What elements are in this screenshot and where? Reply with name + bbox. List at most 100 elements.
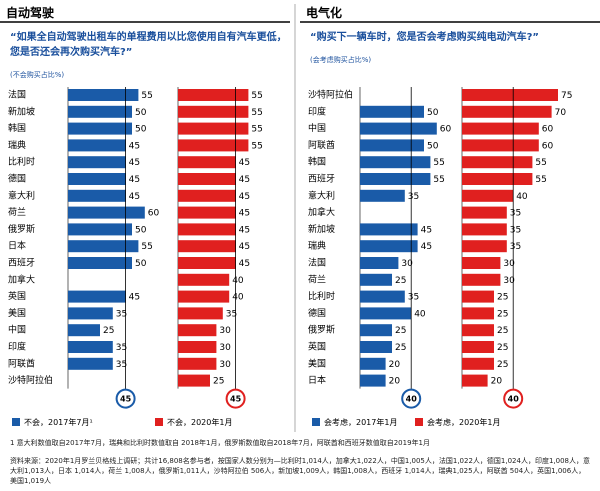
category-label: 比利时 bbox=[8, 156, 35, 168]
value-label: 60 bbox=[148, 209, 160, 219]
value-label: 50 bbox=[135, 259, 147, 269]
bar bbox=[68, 122, 132, 135]
value-label: 40 bbox=[516, 192, 528, 202]
category-label: 加拿大 bbox=[8, 273, 35, 285]
value-label: 35 bbox=[510, 225, 521, 235]
value-label: 40 bbox=[232, 293, 244, 303]
value-label: 45 bbox=[239, 192, 250, 202]
value-label: 45 bbox=[239, 242, 250, 252]
category-label: 法国 bbox=[308, 257, 326, 269]
bar bbox=[360, 139, 424, 152]
category-label: 英国 bbox=[8, 290, 26, 302]
value-label: 55 bbox=[141, 242, 152, 252]
bar bbox=[68, 105, 132, 118]
average-marker bbox=[401, 388, 422, 409]
category-label: 瑞典 bbox=[308, 240, 326, 252]
category-label: 阿联酋 bbox=[308, 139, 335, 151]
value-label: 30 bbox=[219, 360, 231, 370]
value-label: 35 bbox=[116, 360, 127, 370]
average-label: 40 bbox=[406, 395, 418, 404]
bar bbox=[462, 307, 494, 320]
bar bbox=[360, 307, 412, 320]
category-label: 加拿大 bbox=[308, 206, 335, 218]
bar bbox=[462, 257, 501, 269]
value-label: 25 bbox=[395, 276, 406, 286]
value-label: 55 bbox=[535, 175, 546, 185]
category-label: 日本 bbox=[8, 240, 26, 252]
panel-title: 电气化 bbox=[306, 6, 343, 20]
bar bbox=[462, 273, 501, 286]
average-label: 40 bbox=[508, 395, 520, 404]
value-label: 25 bbox=[497, 293, 508, 303]
value-label: 25 bbox=[103, 326, 114, 336]
bar bbox=[178, 173, 236, 185]
footnote: 1 意大利数值取自2017年7月，瑞典和比利时数值取自 2018年1月，俄罗斯数… bbox=[10, 439, 430, 447]
bar bbox=[178, 189, 236, 202]
value-label: 25 bbox=[213, 377, 224, 387]
bar bbox=[462, 240, 507, 253]
value-label: 55 bbox=[433, 175, 444, 185]
value-label: 45 bbox=[129, 141, 140, 151]
bar bbox=[178, 105, 249, 118]
value-label: 20 bbox=[491, 377, 503, 387]
bar bbox=[462, 156, 533, 169]
legend-swatch bbox=[155, 418, 163, 426]
bar bbox=[68, 307, 113, 320]
bar bbox=[178, 257, 236, 269]
bar bbox=[360, 122, 437, 135]
value-label: 55 bbox=[251, 125, 262, 135]
value-label: 55 bbox=[535, 158, 546, 168]
value-label: 45 bbox=[129, 293, 140, 303]
bar bbox=[68, 240, 139, 253]
value-label: 55 bbox=[251, 108, 262, 118]
value-label: 75 bbox=[561, 91, 572, 101]
legend-swatch bbox=[415, 418, 423, 426]
bar bbox=[360, 223, 418, 236]
value-label: 45 bbox=[129, 158, 140, 168]
unit-label: (会考虑购买占比%) bbox=[310, 56, 372, 64]
bar bbox=[178, 122, 249, 135]
bar bbox=[462, 89, 558, 101]
bar bbox=[360, 341, 392, 353]
category-label: 意大利 bbox=[8, 189, 35, 201]
category-label: 俄罗斯 bbox=[308, 324, 335, 336]
category-label: 日本 bbox=[308, 374, 326, 386]
value-label: 50 bbox=[135, 225, 147, 235]
bar bbox=[68, 173, 126, 185]
category-label: 新加坡 bbox=[308, 223, 335, 235]
bar bbox=[462, 189, 514, 202]
category-label: 荷兰 bbox=[308, 273, 326, 285]
category-label: 韩国 bbox=[308, 156, 326, 168]
value-label: 45 bbox=[239, 225, 250, 235]
bar bbox=[178, 206, 236, 219]
value-label: 35 bbox=[116, 309, 127, 319]
value-label: 50 bbox=[135, 125, 147, 135]
value-label: 45 bbox=[129, 175, 140, 185]
value-label: 60 bbox=[440, 125, 452, 135]
value-label: 55 bbox=[433, 158, 444, 168]
bar bbox=[462, 223, 507, 236]
bar bbox=[68, 189, 126, 202]
bar bbox=[68, 357, 113, 370]
bar bbox=[462, 122, 539, 135]
value-label: 45 bbox=[129, 192, 140, 202]
value-label: 50 bbox=[427, 108, 439, 118]
value-label: 30 bbox=[503, 259, 515, 269]
bar bbox=[178, 156, 236, 169]
category-label: 沙特阿拉伯 bbox=[308, 89, 353, 101]
average-label: 45 bbox=[230, 395, 242, 404]
bar bbox=[360, 273, 392, 286]
bar bbox=[360, 374, 386, 387]
bar bbox=[178, 290, 230, 303]
panel-title: 自动驾驶 bbox=[6, 6, 55, 20]
category-label: 瑞典 bbox=[8, 139, 26, 151]
value-label: 30 bbox=[401, 259, 413, 269]
bar bbox=[360, 324, 392, 337]
category-label: 沙特阿拉伯 bbox=[8, 374, 53, 386]
value-label: 60 bbox=[542, 125, 554, 135]
bar bbox=[68, 223, 132, 236]
category-label: 英国 bbox=[308, 341, 326, 353]
bar bbox=[462, 357, 494, 370]
bar bbox=[68, 156, 126, 169]
bar bbox=[178, 324, 217, 337]
